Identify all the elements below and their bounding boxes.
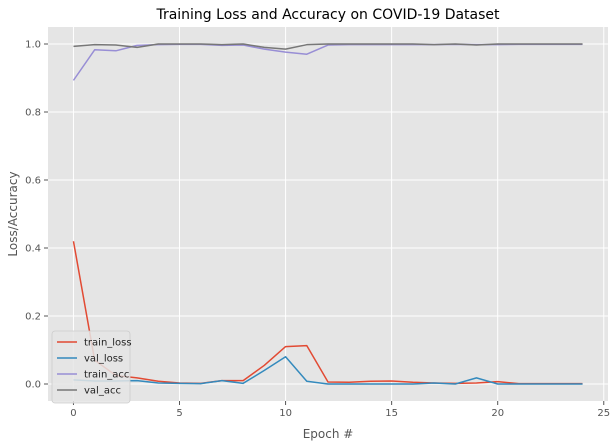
y-tick-label: 1.0 xyxy=(25,40,41,51)
x-tick-label: 20 xyxy=(491,408,504,419)
legend: train_loss val_loss train_acc val_acc xyxy=(51,330,132,404)
x-tick-label: 10 xyxy=(279,408,292,419)
legend-label-train_loss: train_loss xyxy=(84,338,132,349)
legend-label-val_loss: val_loss xyxy=(84,354,123,365)
y-tick-label: 0.2 xyxy=(25,312,41,323)
x-tick-label: 5 xyxy=(176,408,182,419)
y-tick-label: 0.4 xyxy=(25,244,41,255)
plot-area xyxy=(48,27,608,401)
chart-title: Training Loss and Accuracy on COVID-19 D… xyxy=(155,7,500,23)
legend-label-val_acc: val_acc xyxy=(84,386,121,397)
series-lines xyxy=(72,43,583,385)
y-tick-label: 0.6 xyxy=(25,176,41,187)
series-line-val_loss xyxy=(73,356,583,385)
x-tick-label: 25 xyxy=(597,408,610,419)
y-axis-label: Loss/Accuracy xyxy=(6,171,20,256)
series-line-train_loss xyxy=(72,241,583,385)
y-tick-label: 0.8 xyxy=(25,108,41,119)
legend-label-train_acc: train_acc xyxy=(84,370,129,381)
x-tick-label: 0 xyxy=(70,408,76,419)
series-line-val_acc xyxy=(73,43,583,50)
x-tick-label: 15 xyxy=(385,408,398,419)
x-axis-label: Epoch # xyxy=(303,427,354,441)
grid xyxy=(48,27,608,401)
legend-box xyxy=(51,330,131,404)
y-tick-label: 0.0 xyxy=(25,380,41,391)
